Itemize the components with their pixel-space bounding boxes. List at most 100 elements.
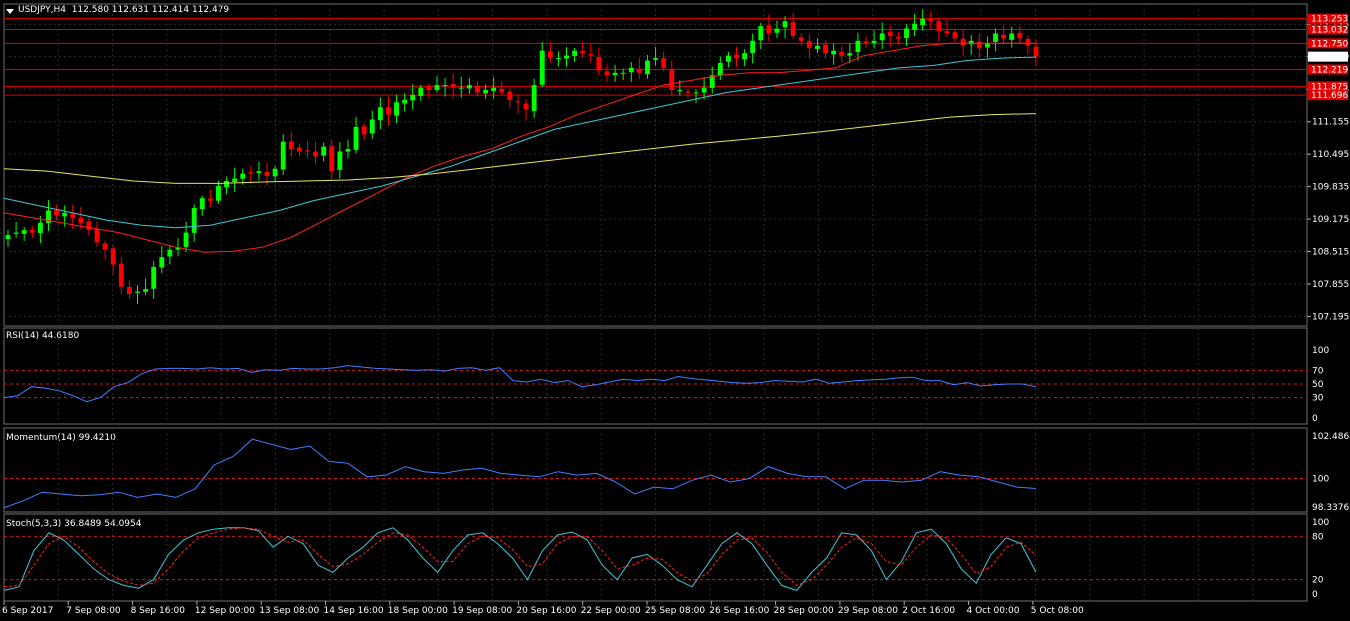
candle-body	[1017, 32, 1023, 39]
candle-body	[620, 72, 626, 74]
candle-body	[224, 180, 229, 188]
time-tick-label: 28 Sep 00:00	[774, 606, 834, 616]
candle-body	[912, 23, 918, 30]
candle-body	[466, 85, 472, 89]
candle-body	[369, 119, 375, 134]
candle-body	[410, 94, 416, 101]
time-tick-label: 2 Oct 16:00	[902, 606, 955, 616]
candle-body	[288, 141, 294, 150]
candle-body	[734, 54, 739, 59]
price-tick-label: 111.155	[1312, 118, 1349, 128]
stoch-tick-label: 100	[1312, 518, 1329, 528]
stoch-series-1-line	[3, 527, 1037, 591]
candle-body	[815, 45, 820, 49]
candle-body	[539, 50, 545, 85]
candle-body	[507, 91, 513, 100]
candle-body	[669, 69, 675, 91]
candle-body	[798, 37, 804, 41]
ma-slow-line	[3, 113, 1037, 184]
momentum-tick-label: 98.3376	[1312, 503, 1349, 513]
candle-body	[167, 249, 173, 257]
candle-body	[305, 150, 310, 152]
candle-body	[661, 58, 667, 68]
time-tick-label: 19 Sep 08:00	[452, 606, 512, 616]
candle-body	[29, 229, 35, 233]
time-tick-label: 25 Sep 08:00	[645, 606, 705, 616]
candle-body	[936, 21, 942, 32]
candle-body	[264, 171, 270, 177]
price-level-tag	[1308, 13, 1348, 24]
candle-body	[742, 53, 748, 60]
time-tick-label: 7 Sep 08:00	[66, 606, 121, 616]
time-tick-label: 4 Oct 00:00	[967, 606, 1020, 616]
candle-body	[855, 40, 861, 53]
candle-body	[491, 87, 497, 92]
candle-body	[928, 18, 934, 22]
price-level-label: 111.875	[1311, 82, 1348, 92]
momentum-tick-label: 100	[1312, 475, 1329, 485]
candle-body	[1033, 46, 1039, 57]
price-tick-label: 107.855	[1312, 280, 1349, 290]
candle-body	[515, 101, 521, 103]
candle-body	[337, 151, 343, 170]
chart-menu-icon[interactable]	[6, 9, 14, 14]
current-price-label: 112.479	[1311, 53, 1348, 63]
candle-body	[207, 198, 213, 201]
candle-body	[353, 126, 359, 150]
candle-body	[677, 90, 683, 92]
candle-body	[717, 62, 723, 76]
symbol-label: USDJPY,H4	[18, 5, 66, 15]
price-level-tag	[1308, 64, 1348, 75]
stoch-pane-frame	[3, 513, 1308, 602]
price-level-label: 113.032	[1311, 25, 1348, 35]
candle-body	[588, 54, 594, 56]
candle-body	[766, 25, 772, 34]
rsi-tick-label: 0	[1312, 414, 1318, 424]
ohlc-values: 112.580 112.631 112.414 112.479	[71, 5, 230, 15]
candle-body	[628, 67, 634, 73]
candle-body	[62, 212, 68, 217]
candle-body	[960, 38, 966, 46]
candle-body	[920, 18, 926, 26]
candle-body	[604, 71, 610, 76]
candle-body	[636, 68, 642, 73]
candle-body	[199, 198, 205, 210]
candle-body	[499, 88, 505, 93]
candle-body	[847, 53, 853, 56]
momentum-series-1-line	[3, 438, 1037, 509]
candle-body	[394, 102, 399, 116]
candle-body	[701, 87, 707, 93]
rsi-tick-label: 30	[1312, 394, 1324, 404]
candle-body	[782, 21, 788, 28]
candle-body	[952, 32, 958, 39]
candle-body	[151, 267, 157, 289]
candle-body	[402, 99, 408, 104]
symbol-ohlc-header: USDJPY,H4 112.580 112.631 112.414 112.47…	[18, 5, 229, 16]
candle-body	[993, 33, 998, 42]
candle-body	[135, 291, 140, 293]
price-level-tag	[1308, 90, 1348, 101]
candle-body	[126, 286, 132, 295]
candle-body	[361, 126, 367, 135]
time-tick-label: 13 Sep 08:00	[259, 606, 319, 616]
time-tick-label: 6 Sep 2017	[2, 606, 53, 616]
candle-body	[693, 92, 699, 94]
time-tick-label: 8 Sep 16:00	[131, 606, 186, 616]
candle-body	[685, 91, 691, 93]
rsi-label: RSI(14) 44.6180	[6, 331, 80, 341]
candle-body	[564, 55, 569, 59]
candle-body	[645, 60, 650, 75]
candle-body	[5, 235, 11, 239]
candle-body	[863, 41, 869, 44]
candle-body	[790, 22, 796, 36]
candle-body	[895, 36, 901, 39]
time-tick-label: 5 Oct 08:00	[1031, 606, 1084, 616]
candle-body	[191, 208, 197, 233]
candle-body	[86, 221, 92, 231]
candle-body	[256, 171, 262, 173]
candle-body	[118, 263, 124, 287]
candle-body	[272, 168, 278, 177]
time-tick-label: 22 Sep 00:00	[581, 606, 641, 616]
candle-body	[839, 51, 845, 56]
